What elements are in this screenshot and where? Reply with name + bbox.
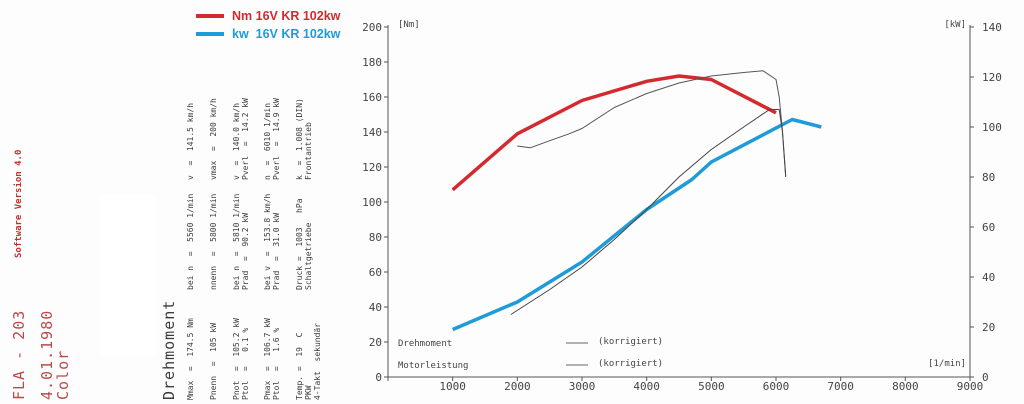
- blank-label-area: [100, 195, 155, 355]
- y-right-tick-label: 140: [982, 21, 1002, 34]
- x-tick-label: 6000: [763, 380, 790, 393]
- legend-power-label: kw 16V KR 102kw: [232, 27, 341, 41]
- y-left-tick-label: 120: [362, 161, 382, 174]
- x-tick-label: 5000: [698, 380, 725, 393]
- series-line-2: [517, 70, 787, 176]
- legend-power-status: (korrigiert): [598, 359, 663, 369]
- x-tick-label: 8000: [892, 380, 919, 393]
- x-tick-label: 7000: [827, 380, 854, 393]
- x-tick-label: 2000: [504, 380, 531, 393]
- x-tick-label: 1000: [439, 380, 466, 393]
- y-right-tick-label: 60: [982, 221, 995, 234]
- y-right-tick-label: 80: [982, 171, 995, 184]
- y-left-tick-label: 80: [369, 231, 382, 244]
- y-right-unit-label: [kW]: [944, 20, 966, 30]
- series-line-0: [451, 74, 777, 192]
- y-left-tick-label: 0: [375, 371, 382, 384]
- y-left-tick-label: 140: [362, 126, 382, 139]
- y-left-tick-label: 20: [369, 336, 382, 349]
- legend-torque-name: Drehmoment: [398, 339, 452, 349]
- y-right-tick-label: 20: [982, 321, 995, 334]
- y-left-tick-label: 60: [369, 266, 382, 279]
- y-right-tick-label: 100: [982, 121, 1002, 134]
- legend-torque-label: Nm 16V KR 102kw: [232, 9, 341, 23]
- legend-torque-status: (korrigiert): [598, 337, 663, 347]
- series-line-3: [510, 109, 787, 315]
- series-line-1: [452, 117, 822, 332]
- x-tick-label: 3000: [569, 380, 596, 393]
- y-right-tick-label: 120: [982, 71, 1002, 84]
- y-left-tick-label: 200: [362, 21, 382, 34]
- y-right-tick-label: 40: [982, 271, 995, 284]
- y-left-tick-label: 180: [362, 56, 382, 69]
- x-tick-label: 9000: [957, 380, 984, 393]
- y-right-tick-label: 0: [982, 371, 989, 384]
- y-left-unit-label: [Nm]: [398, 20, 420, 30]
- y-left-tick-label: 160: [362, 91, 382, 104]
- legend-power-name: Motorleistung: [398, 361, 468, 371]
- y-left-tick-label: 40: [369, 301, 382, 314]
- y-left-tick-label: 100: [362, 196, 382, 209]
- legend-swatches: [196, 14, 224, 36]
- x-tick-label: 4000: [633, 380, 660, 393]
- x-unit-label: [1/min]: [928, 359, 966, 369]
